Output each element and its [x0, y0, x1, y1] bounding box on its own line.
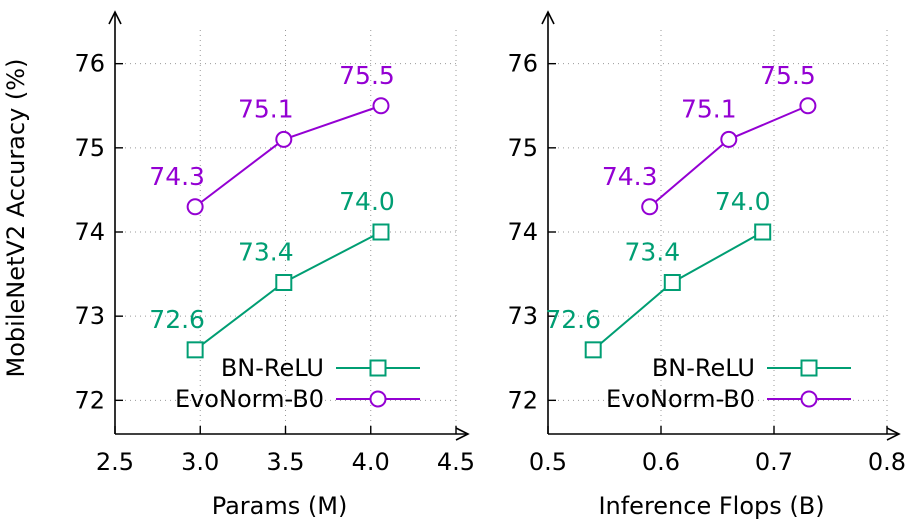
data-label-evonorm-b0: 74.3 — [602, 162, 658, 191]
data-label-bn-relu: 74.0 — [715, 187, 771, 216]
x-axis-arrow — [455, 427, 470, 441]
y-tick-label: 75 — [74, 134, 105, 162]
legend-marker-bn-relu — [800, 359, 818, 377]
data-label-evonorm-b0: 75.1 — [238, 94, 294, 123]
data-point-evonorm-b0 — [275, 130, 293, 148]
x-axis-title: Params (M) — [212, 492, 348, 520]
data-point-evonorm-b0 — [186, 198, 204, 216]
data-point-bn-relu — [275, 274, 293, 291]
x-tick-label: 0.6 — [642, 448, 680, 476]
data-point-bn-relu — [754, 223, 772, 241]
data-point-bn-relu — [372, 223, 390, 241]
x-tick-label: 3.5 — [266, 448, 304, 476]
legend-marker-evonorm-b0 — [369, 390, 387, 408]
x-axis-title: Inference Flops (B) — [598, 492, 824, 520]
data-label-bn-relu: 73.4 — [624, 238, 680, 267]
data-point-bn-relu — [663, 274, 681, 291]
legend-label-bn-relu: BN-ReLU — [221, 354, 324, 382]
legend-marker-bn-relu — [369, 359, 387, 377]
data-label-evonorm-b0: 75.5 — [339, 61, 395, 90]
y-tick-label: 74 — [74, 218, 105, 246]
y-tick-label: 73 — [507, 302, 538, 330]
data-label-bn-relu: 72.6 — [149, 305, 205, 334]
x-axis-arrow — [886, 427, 901, 441]
chart-panel-1: 72 73 74 75 76 2.5 3.0 3.5 4.0 4.5 Params (M) 72.6 7… — [74, 10, 475, 520]
data-label-bn-relu: 74.0 — [339, 187, 395, 216]
legend-label-evonorm-b0: EvoNorm-B0 — [175, 385, 324, 413]
data-label-bn-relu: 73.4 — [238, 238, 294, 267]
y-axis-title: MobileNetV2 Accuracy (%) — [2, 59, 30, 378]
chart-panel-2: 72 73 74 75 76 0.5 0.6 0.7 0.8 Inference Flops (B… — [507, 10, 906, 520]
y-axis-arrow — [541, 10, 555, 25]
y-tick-label: 74 — [507, 218, 538, 246]
data-label-bn-relu: 72.6 — [545, 305, 601, 334]
data-point-bn-relu — [584, 341, 602, 359]
y-tick-label: 73 — [74, 302, 105, 330]
data-point-evonorm-b0 — [720, 130, 738, 148]
y-tick-label: 76 — [74, 50, 105, 78]
x-tick-label: 4.5 — [437, 448, 475, 476]
legend-label-bn-relu: BN-ReLU — [652, 354, 755, 382]
x-tick-label: 2.5 — [96, 448, 134, 476]
data-point-evonorm-b0 — [799, 97, 817, 115]
data-point-bn-relu — [186, 341, 204, 359]
x-tick-label: 3.0 — [181, 448, 219, 476]
y-tick-label: 72 — [507, 386, 538, 414]
data-label-evonorm-b0: 75.1 — [681, 94, 737, 123]
data-label-evonorm-b0: 74.3 — [149, 162, 205, 191]
data-point-evonorm-b0 — [372, 97, 390, 115]
y-axis-arrow — [108, 10, 122, 25]
y-tick-label: 75 — [507, 134, 538, 162]
legend-marker-evonorm-b0 — [800, 390, 818, 408]
x-tick-label: 0.5 — [529, 448, 567, 476]
y-tick-label: 76 — [507, 50, 538, 78]
data-point-evonorm-b0 — [641, 198, 659, 216]
legend-label-evonorm-b0: EvoNorm-B0 — [606, 385, 755, 413]
x-tick-label: 0.7 — [755, 448, 793, 476]
x-tick-label: 0.8 — [868, 448, 906, 476]
y-tick-label: 72 — [74, 386, 105, 414]
x-tick-label: 4.0 — [352, 448, 390, 476]
data-label-evonorm-b0: 75.5 — [760, 61, 816, 90]
